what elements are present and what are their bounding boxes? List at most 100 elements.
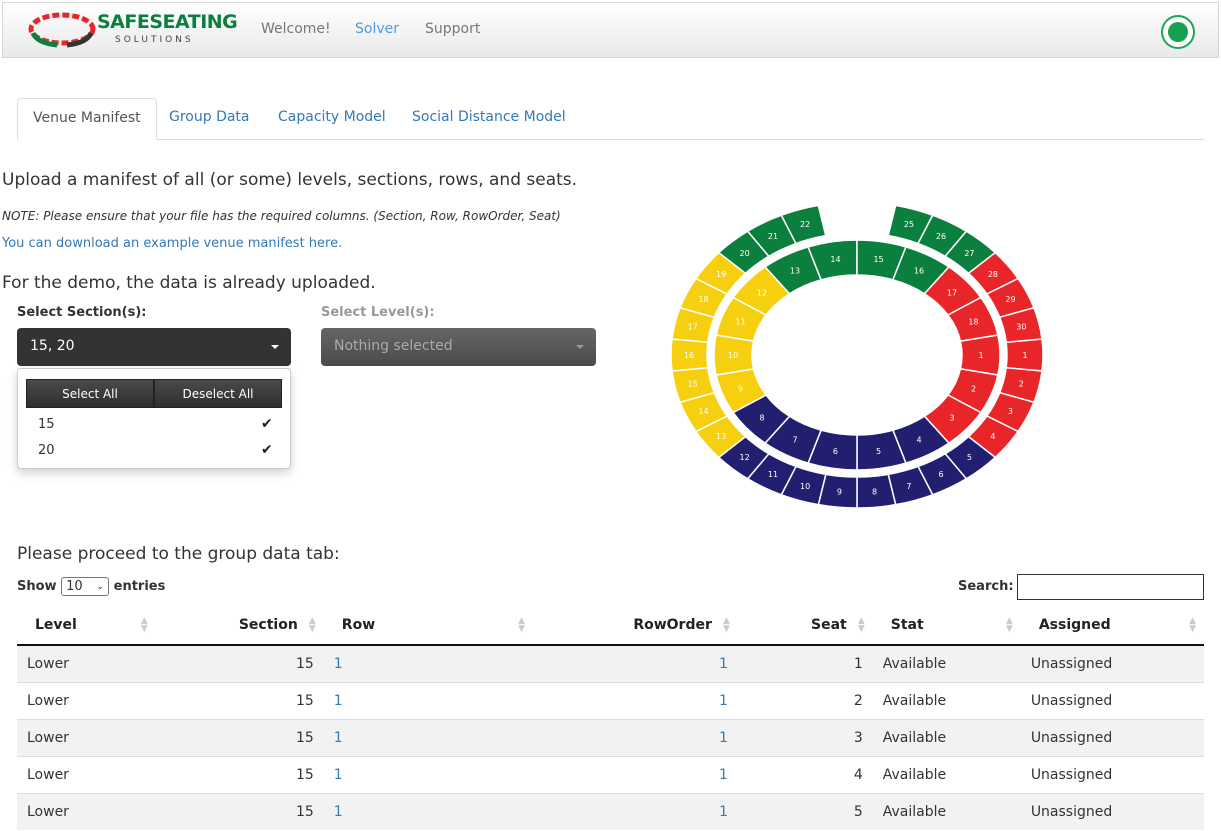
download-link[interactable]: You can download an example venue manife… — [2, 236, 343, 251]
table-row[interactable]: Lower 15 1 1 1 Available Unassigned — [17, 644, 1204, 682]
section-label: 26 — [936, 232, 946, 241]
column-header-row[interactable]: Row ▲ ▼ — [323, 605, 534, 646]
section-label: 1 — [1022, 351, 1027, 360]
cell-stat: Available — [872, 718, 1021, 756]
caret-down-icon — [576, 345, 584, 349]
cell-stat: Available — [872, 681, 1021, 719]
stadium-logo-icon — [28, 12, 96, 48]
column-label: RowOrder — [633, 616, 712, 633]
demo-text: For the demo, the data is already upload… — [2, 273, 376, 293]
section-label: 13 — [716, 432, 726, 441]
column-label: Level — [35, 616, 77, 633]
note-text: NOTE: Please ensure that your file has t… — [2, 209, 561, 223]
column-label: Section — [238, 616, 298, 633]
section-label: 10 — [800, 482, 810, 491]
table-row[interactable]: Lower 15 1 1 4 Available Unassigned — [17, 755, 1204, 793]
cell-stat: Available — [872, 792, 1021, 830]
cell-stat: Available — [872, 755, 1021, 793]
upper-section-gap[interactable] — [817, 201, 858, 237]
column-label: Assigned — [1038, 616, 1111, 633]
cell-level: Lower — [17, 718, 156, 756]
section-label: 9 — [738, 384, 743, 393]
brand-text: SAFESEATING — [97, 11, 238, 33]
user-badge-icon[interactable] — [1161, 15, 1195, 49]
cell-seat: 4 — [737, 755, 873, 793]
upload-heading: Upload a manifest of all (or some) level… — [2, 170, 578, 190]
section-select[interactable]: 15, 20 — [17, 328, 291, 366]
table-row[interactable]: Lower 15 1 1 3 Available Unassigned — [17, 718, 1204, 756]
cell-seat: 2 — [737, 681, 873, 719]
cell-seat: 1 — [737, 644, 873, 682]
cell-roworder: 1 — [533, 681, 738, 719]
cell-row: 1 — [323, 681, 534, 719]
tab-bar: Venue Manifest Group Data Capacity Model… — [17, 98, 1204, 140]
nav-support[interactable]: Support — [425, 21, 481, 37]
cell-section: 15 — [155, 644, 324, 682]
tab-capacity-model[interactable]: Capacity Model — [278, 109, 386, 125]
cell-row: 1 — [323, 718, 534, 756]
cell-stat: Available — [872, 644, 1021, 682]
column-label: Row — [341, 616, 376, 633]
cell-section: 15 — [155, 718, 324, 756]
brand-name: SAFESEATING — [97, 11, 238, 33]
section-label: 8 — [759, 414, 764, 423]
option-20[interactable]: 20 — [38, 443, 55, 458]
upper-section-30[interactable] — [998, 306, 1043, 344]
deselect-all-button[interactable]: Deselect All — [154, 379, 282, 408]
section-label: 5 — [967, 453, 972, 462]
section-label: 15 — [688, 380, 698, 389]
section-label: 1 — [978, 351, 983, 360]
cell-assigned: Unassigned — [1020, 792, 1204, 830]
section-label: 13 — [790, 267, 800, 276]
select-all-button[interactable]: Select All — [26, 379, 154, 408]
brand-logo[interactable]: SAFESEATING SOLUTIONS — [27, 9, 238, 49]
chevron-down-icon: ⌄ — [96, 582, 105, 592]
section-label: 12 — [739, 453, 749, 462]
section-select-value: 15, 20 — [30, 338, 75, 354]
sort-icon: ▲ ▼ — [722, 616, 730, 634]
section-label: 10 — [728, 351, 738, 360]
option-15[interactable]: 15 — [38, 417, 55, 432]
column-label: Seat — [811, 616, 847, 633]
table-row[interactable]: Lower 15 1 1 5 Available Unassigned — [17, 792, 1204, 830]
lower-section-18[interactable] — [946, 296, 999, 342]
column-header-seat[interactable]: Seat ▲ ▼ — [737, 605, 873, 646]
section-label: 28 — [988, 270, 998, 279]
cell-assigned: Unassigned — [1020, 644, 1204, 682]
cell-level: Lower — [17, 644, 156, 682]
sort-icon: ▲ ▼ — [518, 616, 526, 634]
cell-level: Lower — [17, 755, 156, 793]
tab-venue-manifest[interactable]: Venue Manifest — [17, 98, 157, 140]
column-header-level[interactable]: Level ▲ ▼ — [17, 605, 156, 646]
section-label: 21 — [768, 232, 778, 241]
nav-solver[interactable]: Solver — [355, 21, 399, 37]
entries-select[interactable]: 10 ⌄ — [61, 577, 110, 596]
column-header-roworder[interactable]: RowOrder ▲ ▼ — [533, 605, 738, 646]
tab-social-distance-model[interactable]: Social Distance Model — [412, 109, 566, 125]
column-header-section[interactable]: Section ▲ ▼ — [155, 605, 324, 646]
check-icon: ✔ — [261, 442, 273, 458]
section-label: 29 — [1005, 295, 1015, 304]
section-label: 27 — [964, 249, 974, 258]
table-row[interactable]: Lower 15 1 1 2 Available Unassigned — [17, 681, 1204, 719]
cell-assigned: Unassigned — [1020, 681, 1204, 719]
column-header-assigned[interactable]: Assigned ▲ ▼ — [1020, 605, 1204, 646]
cell-row: 1 — [323, 792, 534, 830]
cell-roworder: 1 — [533, 644, 738, 682]
cell-level: Lower — [17, 792, 156, 830]
cell-row: 1 — [323, 755, 534, 793]
search-input[interactable] — [1017, 574, 1204, 600]
tab-group-data[interactable]: Group Data — [169, 109, 250, 125]
level-select[interactable]: Nothing selected — [321, 328, 596, 366]
entries-label: entries — [113, 579, 166, 594]
section-label: 14 — [830, 255, 840, 264]
section-label: 25 — [904, 220, 914, 229]
section-label: 16 — [914, 267, 924, 276]
sort-icon: ▲ ▼ — [1005, 616, 1013, 634]
section-label: 5 — [876, 447, 881, 456]
column-header-stat[interactable]: Stat ▲ ▼ — [872, 605, 1021, 646]
nav-welcome[interactable]: Welcome! — [261, 21, 331, 37]
level-select-value: Nothing selected — [334, 338, 453, 354]
section-label: 17 — [688, 322, 698, 331]
cell-assigned: Unassigned — [1020, 718, 1204, 756]
